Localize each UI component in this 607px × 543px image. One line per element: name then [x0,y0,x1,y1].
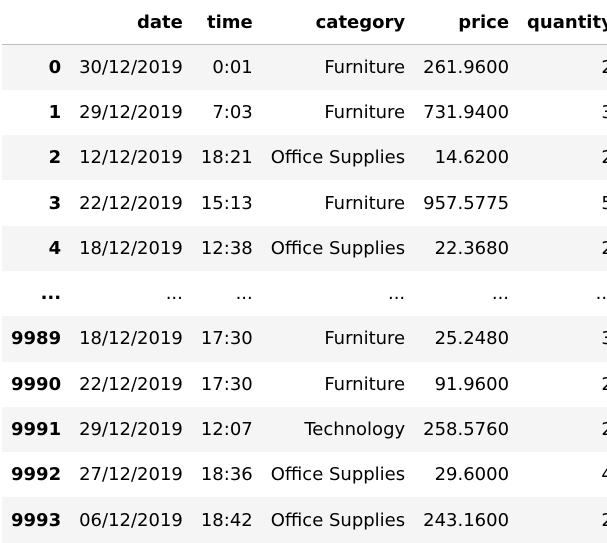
cell-date: 30/12/2019 [79,56,183,78]
cell-category: Furniture [324,373,406,395]
cell-category: Furniture [324,328,406,350]
cell-price: 731.9400 [423,101,510,123]
cell-time: 15:13 [200,192,253,214]
cell-time: 12:38 [200,237,253,259]
cell-time: 18:42 [200,509,253,531]
cell-category: Office Supplies [270,509,406,531]
table-row: 2 12/12/2019 18:21 Office Supplies 14.6200 2 [2,135,607,181]
header-date: date [70,0,192,45]
cell-quantity: 2 [518,226,607,271]
table-row: 1 29/12/2019 7:03 Furniture 731.9400 3 [2,89,607,136]
table-row: 9990 22/12/2019 17:30 Furniture 91.9600 2 [2,361,607,407]
cell-quantity: ... [595,283,607,305]
header-row: date time category price quantity [2,0,607,45]
table-row: 9992 27/12/2019 18:36 Office Supplies 29.600… [2,452,607,498]
cell-date: 27/12/2019 [79,464,183,486]
row-index: 9993 [11,509,62,531]
table-row: 3 22/12/2019 15:13 Furniture 957.5775 5 [2,180,607,226]
cell-date: 18/12/2019 [79,237,183,259]
cell-price: 25.2480 [434,328,510,350]
table-row: .................. [2,270,607,317]
cell-time: 18:36 [200,464,253,486]
table-header: date time category price quantity [2,0,607,45]
row-index: 9992 [11,464,62,486]
cell-time: 17:30 [200,373,253,395]
cell-quantity: 2 [518,497,607,542]
cell-date: 29/12/2019 [79,419,183,441]
cell-time: 0:01 [212,56,253,78]
cell-category: Furniture [324,101,406,123]
header-index [2,0,71,45]
cell-price: 258.5760 [423,419,510,441]
cell-date: 18/12/2019 [79,328,183,350]
table-row: 4 18/12/2019 12:38 Office Supplies 22.3680 2 [2,225,607,271]
cell-time: 18:21 [200,147,253,169]
row-index: 1 [48,101,62,123]
row-index: 9991 [11,419,62,441]
cell-category: ... [387,283,406,305]
row-index: 2 [48,147,62,169]
row-index: ... [40,283,62,305]
cell-price: 243.1600 [423,509,510,531]
table-body: 0 30/12/2019 0:01 Furniture 261.9600 2 1 29/12/… [2,44,607,543]
cell-quantity: 2 [518,45,607,90]
cell-date: 06/12/2019 [79,509,183,531]
cell-date: 22/12/2019 [79,373,183,395]
cell-time: ... [235,283,253,305]
cell-date: ... [165,283,183,305]
table-row: 0 30/12/2019 0:01 Furniture 261.9600 2 [2,44,607,90]
cell-date: 22/12/2019 [79,192,183,214]
row-index: 0 [48,56,62,78]
cell-quantity: 5 [518,180,607,225]
cell-price: 957.5775 [423,192,510,214]
header-time: time [191,0,262,45]
cell-price: 14.6200 [434,147,510,169]
cell-price: 29.6000 [434,464,510,486]
cell-price: 261.9600 [423,56,510,78]
cell-time: 7:03 [212,101,253,123]
header-quantity: quantity [518,0,607,45]
cell-time: 17:30 [200,328,253,350]
cell-category: Office Supplies [270,464,406,486]
table-row: 9991 29/12/2019 12:07 Technology 258.5760 2 [2,406,607,453]
row-index: 9990 [11,373,62,395]
cell-price: ... [491,283,510,305]
cell-date: 29/12/2019 [79,101,183,123]
cell-quantity: 2 [518,362,607,407]
cell-price: 91.9600 [434,373,510,395]
row-index: 3 [48,192,62,214]
cell-quantity: 3 [518,316,607,361]
cell-category: Technology [304,419,406,441]
cell-price: 22.3680 [434,237,510,259]
header-category: category [261,0,415,45]
cell-date: 12/12/2019 [79,147,183,169]
cell-quantity: 2 [518,407,607,452]
cell-quantity: 2 [518,135,607,180]
row-index: 4 [48,237,62,259]
header-price: price [414,0,519,45]
cell-category: Furniture [324,56,406,78]
row-index: 9989 [11,328,62,350]
cell-category: Office Supplies [270,237,406,259]
cell-time: 12:07 [200,419,253,441]
cell-category: Furniture [324,192,406,214]
table-row: 9993 06/12/2019 18:42 Office Supplies 243.16… [2,497,607,543]
cell-quantity: 4 [518,452,607,497]
cell-quantity: 3 [518,90,607,135]
cell-category: Office Supplies [270,147,406,169]
table-row: 9989 18/12/2019 17:30 Furniture 25.2480 3 [2,316,607,362]
